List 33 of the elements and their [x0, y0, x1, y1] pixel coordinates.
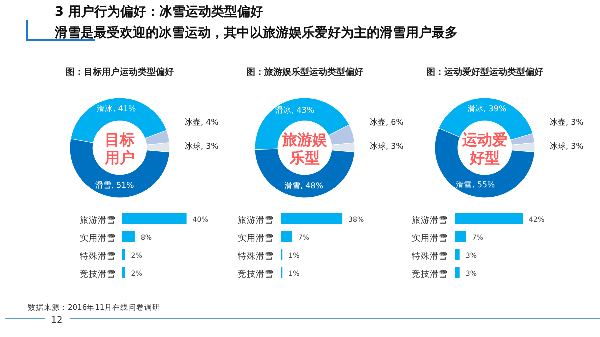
y-tick-label: 旅游滑雪 [80, 215, 116, 226]
text: 滑雪是最受欢迎的冰雪运动，其中以旅游娱乐爱好为主的滑雪用户最多 [54, 25, 458, 41]
y-tick-label: 特殊滑雪 [80, 251, 116, 262]
slice-label: 冰球, 3% [550, 142, 584, 151]
text: 12 [51, 316, 63, 326]
slice-label: 冰壶, 6% [370, 118, 404, 127]
y-tick-label: 旅游滑雪 [412, 215, 448, 226]
slice-label: 滑雪, 55% [456, 180, 496, 190]
slice-label: 冰球, 3% [370, 142, 404, 151]
text: 目标用户 [104, 131, 135, 167]
text: 旅游娱乐型 [282, 131, 328, 167]
text: 图：目标用户运动类型偏好 [66, 67, 174, 78]
y-tick-label: 竞技滑雪 [238, 269, 274, 280]
slice-label: 冰壶, 3% [550, 118, 584, 127]
slice-label: 滑冰, 39% [468, 104, 507, 114]
slice-label: 滑雪, 48% [284, 181, 324, 190]
chart-title: 3 用户行为偏好：冰雪运动类型偏好 [55, 4, 264, 20]
text: 图：运动爱好型运动类型偏好 [426, 67, 544, 78]
slice-label: 冰球, 3% [185, 142, 220, 151]
y-tick-label: 实用滑雪 [238, 233, 274, 244]
y-tick-label: 竞技滑雪 [412, 269, 448, 280]
text: 图：旅游娱乐型运动类型偏好 [246, 67, 364, 78]
y-tick-label: 实用滑雪 [412, 233, 448, 244]
slice-label: 滑雪, 51% [95, 181, 135, 190]
y-tick-label: 特殊滑雪 [412, 251, 448, 262]
y-tick-label: 竞技滑雪 [80, 269, 116, 280]
y-tick-label: 实用滑雪 [80, 233, 116, 244]
slice-label: 滑冰, 43% [276, 106, 315, 115]
slice-label: 冰壶, 4% [185, 118, 220, 127]
y-tick-label: 特殊滑雪 [238, 251, 274, 262]
slice-label: 滑冰, 41% [97, 104, 136, 114]
y-tick-label: 旅游滑雪 [238, 215, 274, 226]
text: 运动爱好型 [462, 131, 508, 167]
